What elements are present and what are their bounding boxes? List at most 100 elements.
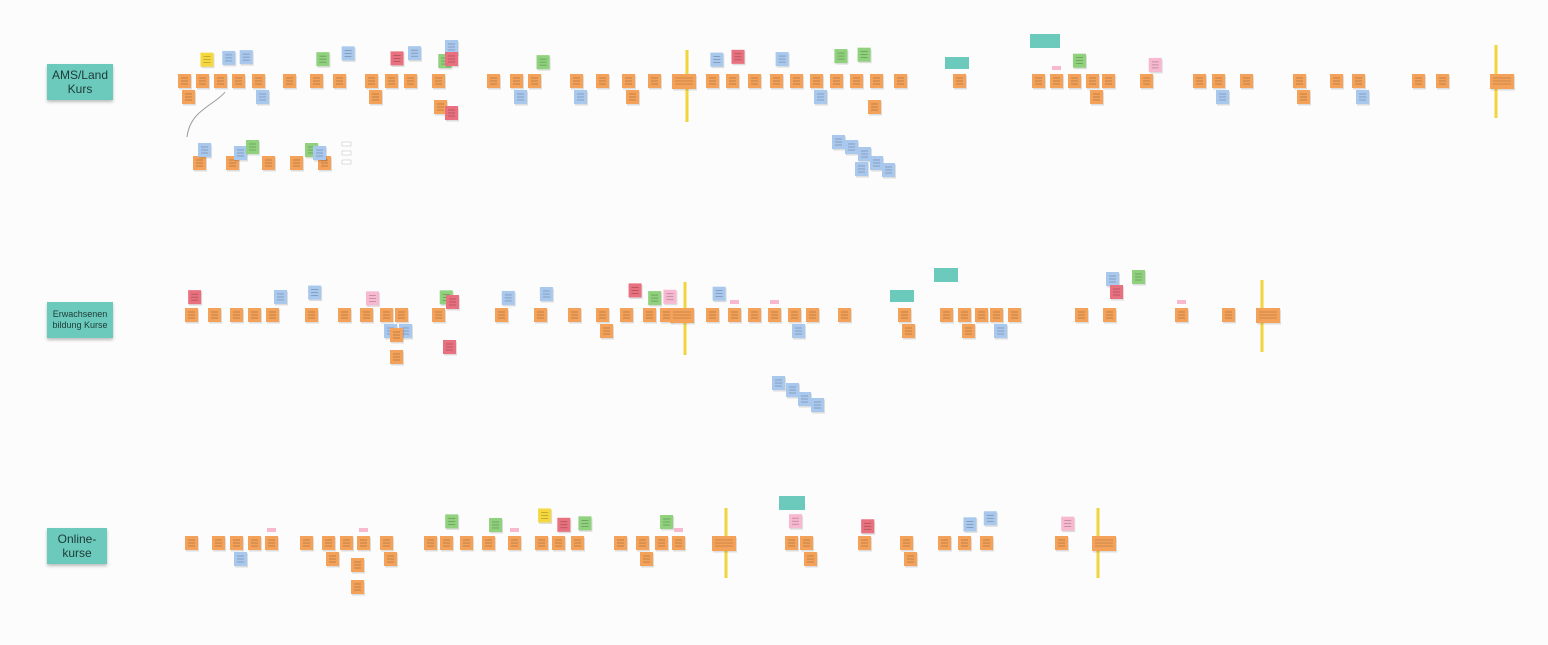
sticky-note <box>445 514 459 529</box>
sticky-note <box>552 536 565 550</box>
sticky-note <box>222 50 236 65</box>
sticky-note <box>953 74 966 88</box>
sticky-note <box>1140 74 1153 88</box>
sticky-note <box>313 146 326 160</box>
sticky-note <box>267 528 276 532</box>
sticky-note <box>674 528 683 532</box>
sticky-note <box>811 398 824 412</box>
sticky-note <box>501 290 515 305</box>
sticky-note <box>234 552 247 566</box>
sticky-note <box>1090 90 1103 104</box>
sticky-note <box>384 552 397 566</box>
sticky-note <box>980 536 993 550</box>
sticky-note <box>208 308 221 322</box>
sticky-note <box>1293 74 1306 88</box>
sticky-note <box>706 74 719 88</box>
sticky-note <box>990 308 1003 322</box>
sticky-note <box>365 74 378 88</box>
sticky-note <box>1175 308 1188 322</box>
sticky-note <box>1212 74 1225 88</box>
sticky-note <box>806 308 819 322</box>
sticky-note <box>596 74 609 88</box>
sticky-note <box>198 143 211 157</box>
sticky-note <box>482 536 495 550</box>
sticky-note <box>731 49 745 64</box>
sticky-note <box>305 308 318 322</box>
sticky-note <box>446 295 459 309</box>
sticky-note <box>230 536 243 550</box>
sticky-note <box>1075 308 1088 322</box>
sticky-note <box>775 52 789 67</box>
sticky-note <box>804 552 817 566</box>
sticky-note <box>200 52 214 67</box>
sticky-note <box>706 308 719 322</box>
sticky-note <box>357 536 370 550</box>
sticky-note <box>800 536 813 550</box>
sticky-note <box>390 328 403 342</box>
sticky-note <box>508 536 521 550</box>
connector <box>186 91 226 138</box>
frame-note <box>945 57 969 69</box>
sticky-note <box>1102 74 1115 88</box>
sticky-note <box>445 106 458 120</box>
sticky-note <box>1412 74 1425 88</box>
sticky-note <box>265 536 278 550</box>
sticky-note <box>424 536 437 550</box>
sticky-note <box>994 324 1007 338</box>
sticky-note <box>338 308 351 322</box>
sticky-note <box>870 74 883 88</box>
sticky-note <box>648 74 661 88</box>
sticky-note <box>792 324 805 338</box>
sticky-note <box>962 324 975 338</box>
sticky-note <box>900 536 913 550</box>
sticky-note <box>1222 308 1235 322</box>
sticky-note <box>528 74 541 88</box>
sticky-note <box>938 536 951 550</box>
sticky-note <box>1050 74 1063 88</box>
sticky-note <box>958 536 971 550</box>
frame-note <box>1030 34 1060 48</box>
sticky-note <box>832 135 845 149</box>
sticky-note <box>380 536 393 550</box>
sticky-note <box>188 290 202 305</box>
sticky-note <box>628 283 642 298</box>
sticky-note <box>434 100 447 114</box>
sticky-note <box>445 52 458 66</box>
sticky-note <box>904 552 917 566</box>
sticky-note <box>710 52 724 67</box>
sticky-note <box>1193 74 1206 88</box>
sticky-note <box>845 140 858 154</box>
sticky-note <box>636 536 649 550</box>
sticky-note <box>359 528 368 532</box>
sticky-note <box>712 286 726 301</box>
sticky-note <box>178 74 191 88</box>
sticky-note <box>1110 285 1123 299</box>
sticky-note <box>510 528 519 532</box>
sticky-note <box>340 536 353 550</box>
sticky-note <box>640 552 653 566</box>
sticky-note <box>660 514 674 529</box>
sticky-note <box>1356 90 1369 104</box>
sticky-note <box>395 308 408 322</box>
sticky-note <box>232 74 245 88</box>
sticky-note <box>262 156 275 170</box>
sticky-note <box>1055 536 1068 550</box>
sticky-note <box>1330 74 1343 88</box>
sticky-note <box>858 536 871 550</box>
sticky-note <box>814 90 827 104</box>
sticky-note <box>958 308 971 322</box>
sticky-note <box>1148 57 1162 72</box>
frame-note <box>934 268 958 282</box>
sticky-note <box>861 519 875 534</box>
sticky-note <box>940 308 953 322</box>
sticky-note <box>730 300 739 304</box>
sticky-note <box>234 146 247 160</box>
sticky-note <box>536 55 550 70</box>
sticky-note <box>712 536 736 551</box>
sticky-note <box>772 376 785 390</box>
sticky-note <box>902 324 915 338</box>
sticky-note <box>487 74 500 88</box>
sticky-note <box>514 90 527 104</box>
